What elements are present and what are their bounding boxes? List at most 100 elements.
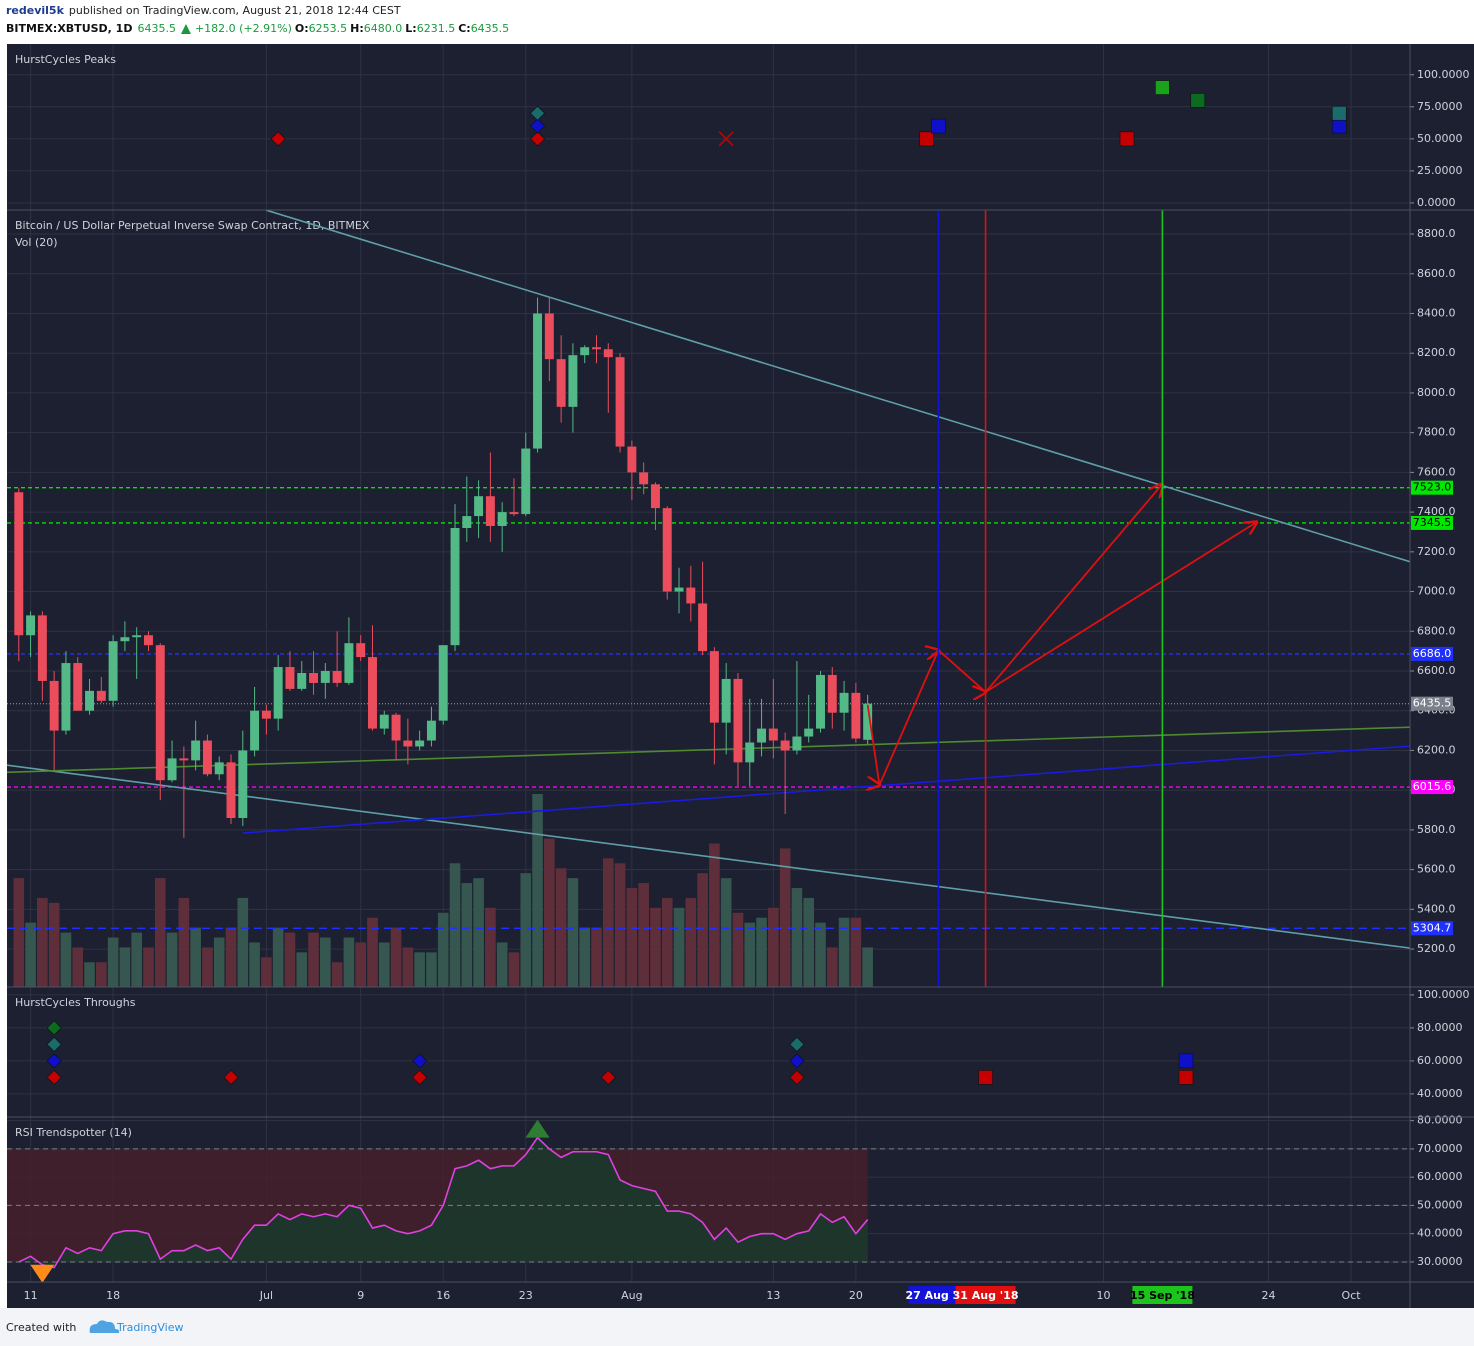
y-tick-label: 80.0000 [1417,1021,1463,1034]
y-tick-label: 40.0000 [1417,1227,1463,1240]
volume-bar [697,873,708,987]
volume-bar [37,897,48,987]
volume-bar [119,947,131,987]
x-tick-label: 24 [1262,1289,1276,1302]
candle-body [202,740,212,775]
footer-text: Created with [6,1321,76,1334]
volume-bar [673,907,685,987]
header-text: published on TradingView.com, August 21,… [69,4,401,17]
volume-bar [437,912,449,987]
candle-body [662,508,672,592]
candle-body [485,496,495,527]
y-tick-label: 6200.0 [1417,743,1456,756]
candle-body [26,615,36,636]
volume-bar [555,868,567,987]
diamond-marker [530,105,546,121]
volume-bar [296,952,308,987]
candle-body [226,762,236,818]
candle-body [745,742,755,763]
candle-body [415,740,425,747]
signal-triangle [525,1119,550,1138]
level-label-box [1411,646,1453,661]
candle-body [368,657,377,729]
candle-body [827,674,837,713]
volume-bar [131,932,142,987]
volume-bar [202,947,213,987]
volume-bar [272,927,284,987]
diamond-marker [530,131,546,147]
pane-title: RSI Trendspotter (14) [15,1126,132,1139]
pane-title: Bitcoin / US Dollar Perpetual Inverse Sw… [15,219,370,232]
rsi-area [18,1137,868,1268]
y-tick-label: 100.0000 [1417,68,1470,81]
header-text: +182.0 (+2.91%) [195,22,292,35]
volume-bar [508,952,520,987]
y-tick-label: 6600.0 [1417,664,1456,677]
volume-bar [862,947,873,987]
volume-bar [13,878,25,987]
y-tick-label: 7600.0 [1417,465,1456,478]
volume-bar [591,927,602,987]
candle-body [533,313,543,449]
volume-bar [567,878,579,987]
candle-body [721,678,731,723]
y-tick-label: 100.0000 [1417,988,1470,1001]
y-tick-label: 5800.0 [1417,823,1456,836]
candle-body [285,667,295,689]
square-marker [1119,131,1135,147]
diamond-marker [600,1069,616,1085]
y-tick-label: 0.0000 [1417,196,1456,209]
y-tick-label: 7400.0 [1417,505,1456,518]
x-tick-label: 23 [519,1289,533,1302]
diamond-marker [223,1069,239,1085]
candle-body [132,635,142,638]
candle-body [179,758,189,761]
candle-body [167,758,177,781]
candle-body [85,690,95,711]
volume-bar [225,927,237,987]
y-tick-label: 75.0000 [1417,100,1463,113]
date-label-box [955,1286,1016,1304]
y-tick-label: 60.0000 [1417,1170,1463,1183]
volume-bar [378,942,390,987]
candle-body [108,641,118,701]
date-label-box [908,1286,969,1304]
diamond-marker [46,1020,62,1036]
volume-bar [60,932,72,987]
candle-body [379,714,389,729]
date-label: 31 Aug '18 [953,1289,1019,1302]
volume-bar [96,962,107,987]
level-label: 6435.5 [1413,697,1452,710]
volume-bar [107,937,119,987]
volume-bar [638,883,649,987]
brand-logo [89,1320,120,1333]
candle-body [191,740,201,761]
volume-bar [390,927,402,987]
square-marker [1178,1070,1194,1085]
volume-bar [461,883,473,987]
candle-body [61,663,71,731]
volume-bar [143,947,154,987]
square-marker [978,1070,993,1085]
header-text: 6435.5 [471,22,510,35]
diamond-marker [789,1053,805,1069]
candle-body [709,651,719,723]
y-tick-label: 6800.0 [1417,624,1456,637]
square-marker [1155,80,1170,95]
date-label: 15 Sep '18 [1130,1289,1195,1302]
volume-bar [449,863,461,987]
x-tick-label: 18 [106,1289,120,1302]
y-tick-label: 8000.0 [1417,386,1456,399]
volume-bar [473,878,484,987]
volume-bar [343,937,355,987]
candle-body [780,740,790,751]
header-text: 6231.5 [417,22,456,35]
x-tick-label: Jul [259,1289,273,1302]
candle-body [603,349,613,358]
candle-body [509,512,519,515]
candle-body [816,674,825,729]
y-tick-label: 30.0000 [1417,1255,1463,1268]
y-tick-label: 5400.0 [1417,902,1456,915]
y-tick-label: 50.0000 [1417,132,1463,145]
candle-body [627,446,637,473]
